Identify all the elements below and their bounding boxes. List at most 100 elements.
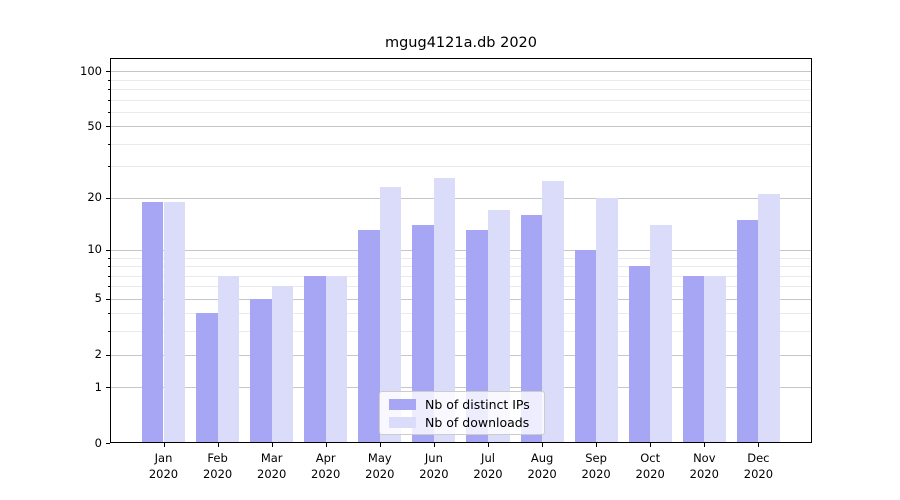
- gridline-minor: [110, 313, 812, 315]
- bar-downloads: [650, 224, 672, 443]
- x-tick-month: Dec: [747, 451, 770, 465]
- bar-downloads: [488, 210, 510, 443]
- gridline-minor: [110, 89, 812, 90]
- x-tick-mark: [433, 443, 435, 447]
- y-tick-label: 50: [87, 118, 102, 133]
- bar-downloads: [271, 286, 294, 443]
- bar-distinct-ips: [628, 266, 651, 443]
- y-tick-label: 10: [87, 242, 102, 257]
- x-tick-month: May: [367, 451, 392, 465]
- bar-downloads: [379, 187, 402, 443]
- y-tick-mark: [106, 249, 110, 251]
- gridline-minor: [110, 99, 812, 101]
- x-tick-year: 2020: [365, 466, 395, 481]
- x-tick-label: Nov 2020: [674, 451, 734, 482]
- x-tick-mark: [650, 443, 652, 447]
- x-tick-month: Nov: [693, 451, 716, 465]
- x-tick-label: Feb 2020: [188, 451, 248, 482]
- x-tick-year: 2020: [635, 466, 665, 481]
- bar-distinct-ips: [682, 275, 705, 443]
- y-minor-tick-mark: [108, 89, 110, 90]
- x-tick-year: 2020: [743, 466, 774, 481]
- gridline-major: [110, 126, 812, 128]
- x-tick-label: Jul 2020: [458, 451, 518, 482]
- y-tick-label: 20: [87, 190, 102, 205]
- bar-distinct-ips: [358, 230, 380, 443]
- gridline-major: [110, 387, 812, 389]
- y-minor-tick-mark: [108, 79, 110, 81]
- bar-distinct-ips: [412, 224, 434, 443]
- y-minor-tick-mark: [108, 111, 110, 113]
- gridline-minor: [110, 286, 812, 288]
- x-tick-label: May 2020: [350, 451, 410, 482]
- gridline-minor: [110, 79, 812, 81]
- gridline-minor: [110, 331, 812, 333]
- x-tick-month: Jan: [154, 451, 173, 465]
- bar-downloads: [433, 177, 456, 443]
- x-tick-year: 2020: [202, 466, 233, 481]
- x-tick-month: Jun: [424, 451, 443, 465]
- bar-distinct-ips: [196, 313, 218, 443]
- x-tick-month: Mar: [260, 451, 283, 465]
- y-minor-tick-mark: [108, 331, 110, 333]
- x-tick-month: Feb: [207, 451, 228, 465]
- legend-entry-distinct-ips: Nb of distinct IPs: [389, 397, 535, 412]
- y-minor-tick-mark: [108, 286, 110, 288]
- gridline-minor: [110, 166, 812, 168]
- gridline-major: [110, 249, 812, 251]
- bar-downloads: [704, 275, 726, 443]
- x-tick-label: Sep 2020: [566, 451, 626, 482]
- legend-entry-downloads: Nb of downloads: [389, 415, 535, 430]
- y-tick-mark: [106, 298, 110, 300]
- x-tick-label: Dec 2020: [728, 451, 788, 482]
- bar-distinct-ips: [141, 201, 164, 443]
- bar-downloads: [758, 194, 780, 443]
- bar-downloads: [325, 275, 348, 443]
- gridline-minor: [110, 266, 812, 267]
- gridline-minor: [110, 111, 812, 113]
- x-tick-mark: [163, 443, 165, 447]
- bar-distinct-ips: [466, 230, 488, 443]
- legend: Nb of distinct IPs Nb of downloads: [379, 391, 545, 435]
- y-tick-label: 5: [94, 291, 102, 306]
- x-tick-label: Aug 2020: [512, 451, 572, 482]
- x-tick-label: Oct 2020: [620, 451, 680, 482]
- x-tick-mark: [217, 443, 219, 447]
- bar-distinct-ips: [736, 219, 759, 443]
- y-minor-tick-mark: [108, 99, 110, 101]
- y-minor-tick-mark: [108, 143, 110, 145]
- x-tick-month: Sep: [585, 451, 607, 465]
- gridline-major: [110, 354, 812, 356]
- x-tick-month: Apr: [315, 451, 336, 465]
- x-tick-mark: [271, 443, 273, 447]
- gridline-minor: [110, 275, 812, 277]
- y-tick-label: 100: [80, 63, 102, 78]
- x-tick-mark: [325, 443, 327, 447]
- legend-label-distinct-ips: Nb of distinct IPs: [425, 396, 530, 412]
- bar-downloads: [163, 201, 186, 443]
- bar-distinct-ips: [574, 249, 597, 443]
- plot-area: Nb of distinct IPs Nb of downloads: [110, 58, 812, 443]
- y-tick-mark: [106, 126, 110, 128]
- x-tick-label: Jan 2020: [134, 451, 194, 482]
- bar-distinct-ips: [304, 275, 326, 443]
- bar-downloads: [596, 197, 618, 443]
- bar-distinct-ips: [250, 298, 272, 443]
- gridline-minor: [110, 143, 812, 145]
- x-tick-year: 2020: [311, 466, 341, 481]
- y-minor-tick-mark: [108, 313, 110, 315]
- y-tick-mark: [106, 71, 110, 73]
- y-minor-tick-mark: [108, 275, 110, 277]
- y-tick-label: 2: [94, 347, 102, 361]
- x-tick-mark: [596, 443, 598, 447]
- y-tick-mark: [106, 387, 110, 389]
- y-tick-mark: [106, 443, 110, 444]
- legend-label-downloads: Nb of downloads: [425, 414, 530, 430]
- x-tick-month: Aug: [530, 451, 554, 465]
- y-tick-label: 0: [94, 435, 102, 450]
- x-tick-year: 2020: [419, 466, 449, 481]
- legend-swatch-downloads: [389, 416, 416, 428]
- x-tick-mark: [379, 443, 381, 447]
- x-tick-mark: [488, 443, 489, 447]
- x-tick-year: 2020: [473, 466, 503, 481]
